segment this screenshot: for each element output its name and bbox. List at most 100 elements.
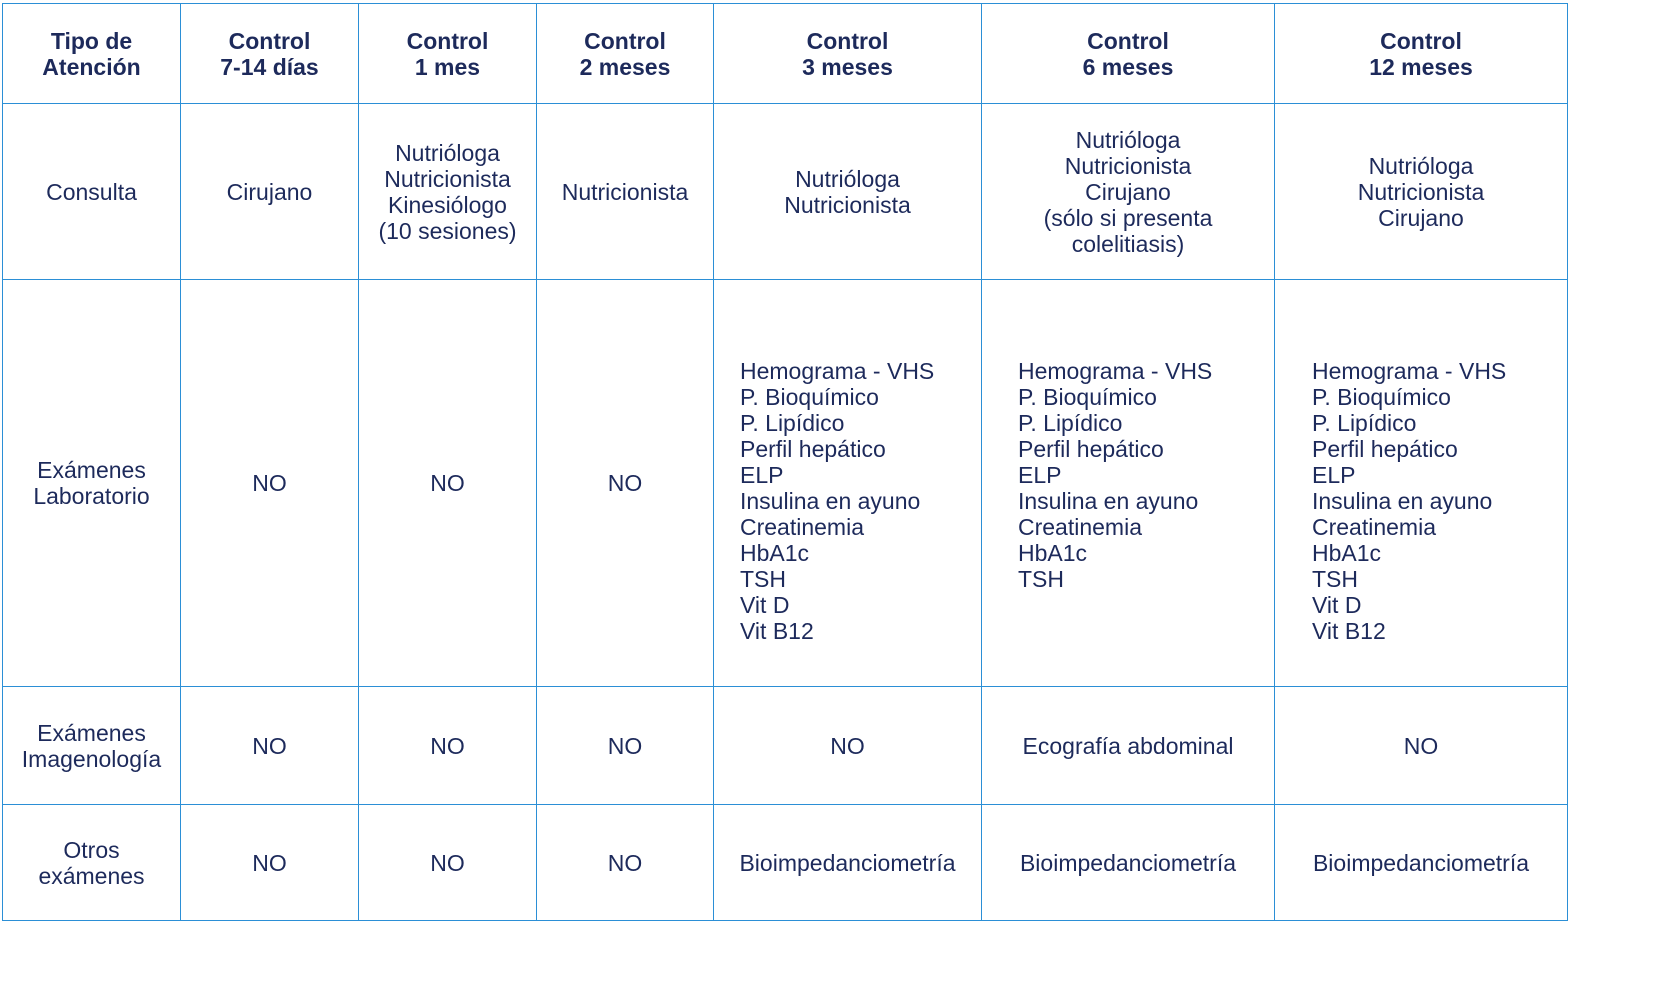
cell-text-line: Cirujano: [1378, 204, 1464, 231]
row-otros-examenes: Otros exámenes NO NO NO Bioimpedanciometría Bi…: [2, 804, 1568, 921]
row-consulta: Consulta Cirujano Nutrióloga Nutricionista K…: [2, 103, 1568, 280]
cell-text-line: HbA1c: [740, 540, 810, 566]
cell-text-line: Cirujano: [226, 178, 313, 205]
cell-text-line: HbA1c: [1018, 540, 1088, 566]
cell-text-line: 3 meses: [802, 53, 893, 80]
table-cell: NO: [180, 279, 359, 687]
cell-content: Cirujano: [227, 179, 313, 205]
row-label: Otros exámenes: [38, 837, 144, 889]
cell-text-line: exámenes: [38, 862, 145, 889]
cell-text-line: Nutrióloga: [1075, 126, 1181, 153]
header-cell-control-6-meses: Control 6 meses: [981, 3, 1275, 104]
cell-content: Bioimpedanciometría: [1020, 850, 1236, 876]
cell-text-line: Nutrióloga: [395, 139, 500, 166]
cell-text-line: TSH: [1312, 566, 1358, 592]
cell-text-line: NO: [252, 849, 287, 876]
row-label-cell: Exámenes Laboratorio: [2, 279, 181, 687]
table-cell: Nutrióloga Nutricionista Cirujano: [1274, 103, 1568, 280]
cell-text-line: ELP: [740, 462, 784, 488]
cell-content: NO: [252, 470, 287, 496]
cell-text-line: P. Bioquímico: [740, 384, 879, 410]
cell-text-line: Vit B12: [1312, 618, 1386, 644]
cell-text-line: Vit D: [1312, 592, 1362, 618]
cell-text-line: NO: [607, 849, 643, 876]
cell-text-line: Creatinemia: [740, 514, 864, 540]
row-label: Exámenes Laboratorio: [33, 457, 149, 509]
table-cell: Cirujano: [180, 103, 359, 280]
table-cell: Hemograma - VHS P. Bioquímico P. Lipídico P…: [713, 279, 982, 687]
cell-text-line: P. Bioquímico: [1018, 384, 1157, 410]
cell-text-line: Nutricionista: [384, 165, 511, 192]
cell-text-line: Consulta: [46, 178, 137, 205]
cell-text-line: Nutricionista: [1357, 178, 1485, 205]
cell-text-line: P. Lipídico: [740, 410, 845, 436]
cell-text-line: Exámenes: [37, 719, 146, 746]
cell-text-line: Control: [806, 27, 889, 54]
table-cell: Nutricionista: [536, 103, 714, 280]
cell-text-line: 1 mes: [414, 53, 481, 80]
control-schedule-table: Tipo de Atención Control 7-14 días Control…: [2, 3, 1568, 921]
cell-text-line: Control: [406, 27, 489, 54]
cell-content: Nutrióloga Nutricionista Cirujano: [1358, 153, 1485, 231]
cell-content: NO: [252, 733, 287, 759]
cell-text-line: Hemograma - VHS: [1018, 358, 1213, 384]
table-cell: NO: [358, 804, 537, 921]
cell-text-line: P. Bioquímico: [1312, 384, 1451, 410]
cell-text-line: Control: [228, 27, 311, 54]
cell-content: Nutrióloga Nutricionista Kinesiólogo (10 se…: [378, 140, 516, 244]
cell-text-line: Laboratorio: [33, 483, 150, 509]
table-cell: Bioimpedanciometría: [981, 804, 1275, 921]
cell-text-line: Nutricionista: [1064, 152, 1192, 179]
cell-text-line: Nutrióloga: [1368, 152, 1474, 179]
cell-content: NO: [608, 470, 643, 496]
table-cell: Bioimpedanciometría: [1274, 804, 1568, 921]
cell-text-line: 6 meses: [1082, 53, 1174, 80]
cell-content: NO: [1404, 733, 1439, 759]
cell-text-line: Insulina en ayuno: [1312, 488, 1493, 514]
cell-content: NO: [252, 850, 287, 876]
cell-text-line: (sólo si presenta: [1043, 204, 1213, 231]
cell-text-line: Insulina en ayuno: [740, 488, 921, 514]
table-cell: Hemograma - VHS P. Bioquímico P. Lipídico P…: [1274, 279, 1568, 687]
cell-text-line: Control: [584, 27, 666, 54]
cell-text-line: NO: [430, 470, 465, 496]
cell-text-line: NO: [1403, 732, 1439, 759]
cell-text-line: Nutricionista: [784, 191, 911, 218]
header-row: Tipo de Atención Control 7-14 días Control…: [2, 3, 1568, 104]
cell-text-line: Vit B12: [740, 618, 814, 644]
header-text: Control 3 meses: [802, 28, 893, 80]
cell-text-line: Bioimpedanciometría: [1019, 849, 1237, 876]
cell-text-line: Cirujano: [1085, 178, 1171, 205]
row-label-cell: Consulta: [2, 103, 181, 280]
cell-text-line: Creatinemia: [1312, 514, 1436, 540]
cell-text-line: NO: [430, 732, 465, 759]
cell-text-line: Hemograma - VHS: [740, 358, 935, 384]
table-cell: NO: [713, 686, 982, 805]
header-cell-control-1-mes: Control 1 mes: [358, 3, 537, 104]
cell-text-line: NO: [830, 732, 865, 759]
cell-text-line: NO: [607, 470, 643, 496]
table-cell: NO: [536, 804, 714, 921]
cell-text-line: Control: [1087, 27, 1169, 54]
header-cell-control-2-meses: Control 2 meses: [536, 3, 714, 104]
table-cell: NO: [358, 686, 537, 805]
exam-list: Hemograma - VHS P. Bioquímico P. Lipídico P…: [1312, 358, 1506, 644]
header-cell-control-7-14-dias: Control 7-14 días: [180, 3, 359, 104]
cell-text-line: NO: [252, 470, 287, 496]
header-cell-tipo-atencion: Tipo de Atención: [2, 3, 181, 104]
table-cell: Ecografía abdominal: [981, 686, 1275, 805]
header-text: Control 6 meses: [1083, 28, 1174, 80]
cell-text-line: colelitiasis): [1071, 230, 1185, 257]
table-cell: Nutrióloga Nutricionista Kinesiólogo (10 se…: [358, 103, 537, 280]
table-cell: NO: [180, 804, 359, 921]
cell-text-line: Imagenología: [21, 745, 162, 772]
table-cell: NO: [536, 279, 714, 687]
cell-text-line: Vit D: [740, 592, 790, 618]
cell-content: Nutrióloga Nutricionista Cirujano (sólo si …: [1044, 127, 1213, 257]
cell-text-line: Creatinemia: [1018, 514, 1142, 540]
cell-text-line: Control: [1380, 27, 1462, 54]
cell-content: Nutricionista: [562, 179, 689, 205]
cell-text-line: TSH: [740, 566, 786, 592]
cell-content: Bioimpedanciometría: [1313, 850, 1529, 876]
table-cell: Bioimpedanciometría: [713, 804, 982, 921]
